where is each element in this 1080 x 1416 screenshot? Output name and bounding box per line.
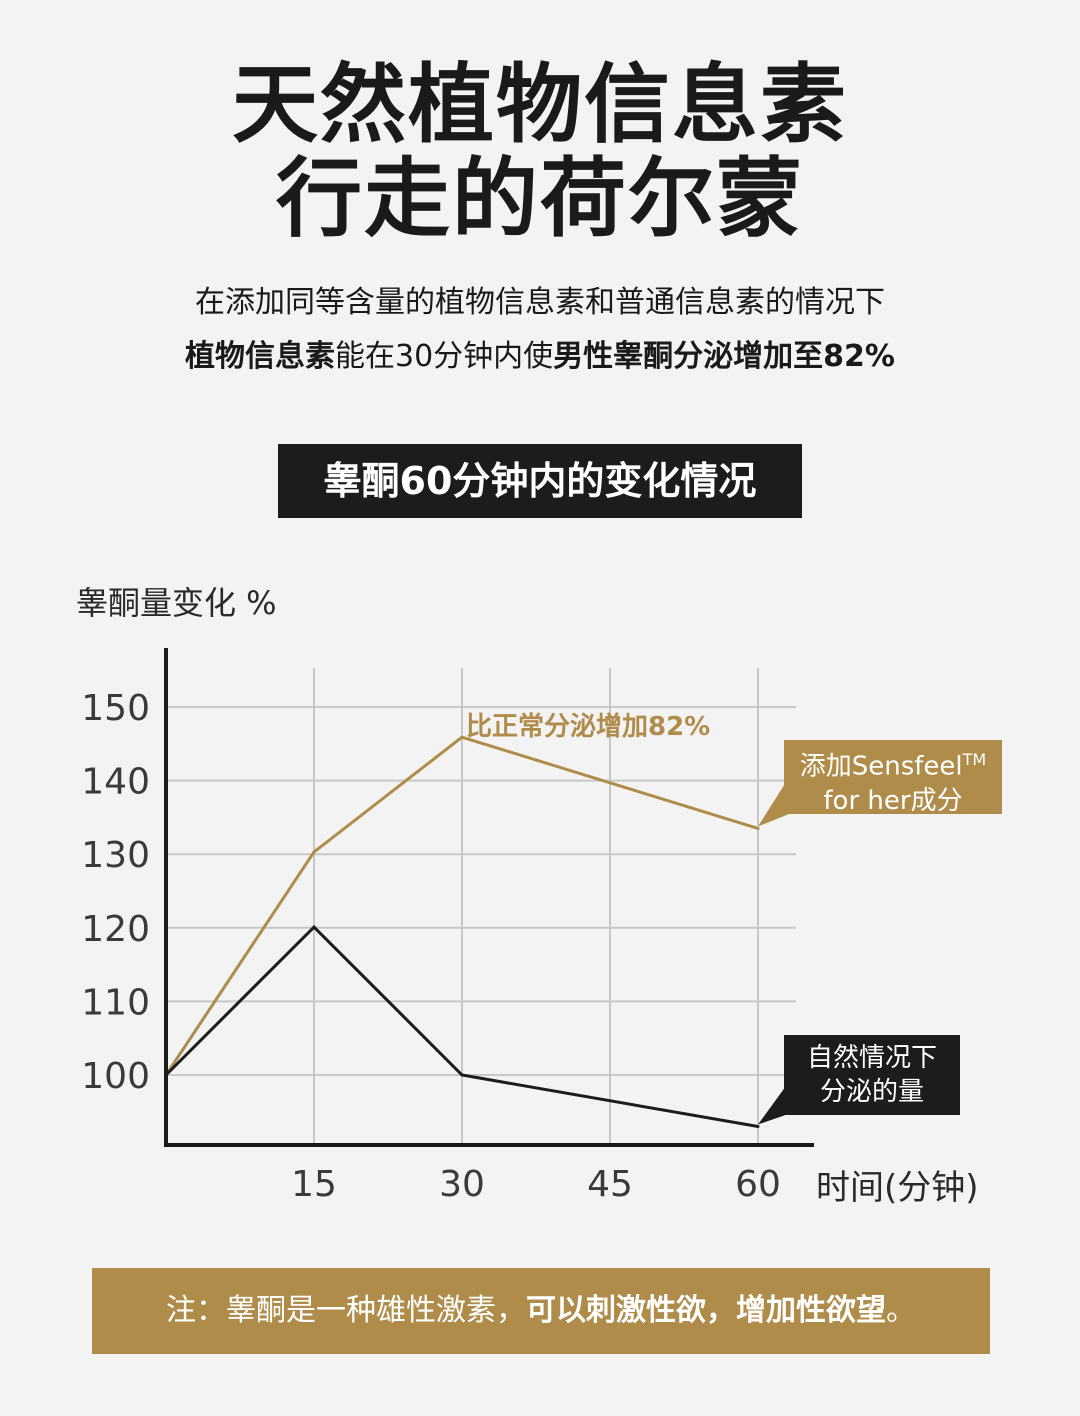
trademark-sup: TM xyxy=(962,750,987,769)
y-axis-label: 睾酮量变化 % xyxy=(76,584,277,622)
x-tick-label-15: 15 xyxy=(291,1164,337,1205)
x-axis-label: 时间(分钟) xyxy=(816,1168,979,1208)
y-tick-label-120: 120 xyxy=(81,909,150,950)
x-tick-label-30: 30 xyxy=(439,1164,485,1205)
data-point-1-1 xyxy=(312,925,316,929)
series-line-1 xyxy=(164,924,759,1128)
x-tick-label-45: 45 xyxy=(587,1164,633,1205)
peak-annotation: 比正常分泌增加82% xyxy=(466,712,711,742)
y-tick-label-110: 110 xyxy=(81,982,150,1023)
note-prefix: 注：睾酮是一种雄性激素， xyxy=(166,1293,526,1328)
note-suffix: 。 xyxy=(886,1293,916,1328)
footer-note: 注：睾酮是一种雄性激素，可以刺激性欲，增加性欲望。 xyxy=(92,1268,990,1354)
grid xyxy=(166,668,796,1145)
subtitle-line-2: 植物信息素能在30分钟内使男性睾酮分泌增加至82% xyxy=(0,330,1080,384)
tick-labels: 100 110 120 130 140 150 15 30 45 60 xyxy=(81,688,781,1205)
axes xyxy=(164,648,814,1147)
subtitle: 在添加同等含量的植物信息素和普通信息素的情况下 植物信息素能在30分钟内使男性睾… xyxy=(0,276,1080,384)
data-point-0-3 xyxy=(756,826,760,830)
legend-natural-line2: 分泌的量 xyxy=(819,1077,924,1107)
legend-natural-line1: 自然情况下 xyxy=(806,1043,937,1073)
subtitle-mid: 能在30分钟内使 xyxy=(335,339,554,374)
y-tick-label-140: 140 xyxy=(81,762,150,803)
page-title: 天然植物信息素 行走的荷尔蒙 xyxy=(0,58,1080,246)
y-tick-label-150: 150 xyxy=(81,688,150,729)
title-line-1: 天然植物信息素 xyxy=(232,55,848,155)
series-line-0 xyxy=(164,735,759,1076)
data-point-1-2 xyxy=(460,1073,464,1077)
data-point-0-2 xyxy=(460,735,464,739)
chart-banner: 睾酮60分钟内的变化情况 xyxy=(278,444,802,518)
legend-sensfeel: 添加SensfeelTM for her成分 xyxy=(784,740,1002,816)
subtitle-bold-1: 植物信息素 xyxy=(185,339,335,374)
note-bold: 可以刺激性欲，增加性欲望 xyxy=(526,1293,886,1328)
subtitle-bold-2: 男性睾酮分泌增加至82% xyxy=(553,339,895,374)
data-point-1-3 xyxy=(756,1125,760,1129)
legend-natural: 自然情况下 分泌的量 xyxy=(784,1035,960,1115)
y-tick-label-130: 130 xyxy=(81,835,150,876)
legend-sensfeel-line2: for her成分 xyxy=(823,785,963,816)
legend-sensfeel-line1: 添加Sensfeel xyxy=(799,751,963,782)
series-lines xyxy=(164,735,760,1129)
x-tick-label-60: 60 xyxy=(735,1164,781,1205)
y-tick-label-100: 100 xyxy=(81,1056,150,1097)
data-point-0-1 xyxy=(312,850,316,854)
subtitle-line-1: 在添加同等含量的植物信息素和普通信息素的情况下 xyxy=(195,285,885,320)
title-line-2: 行走的荷尔蒙 xyxy=(276,149,804,249)
